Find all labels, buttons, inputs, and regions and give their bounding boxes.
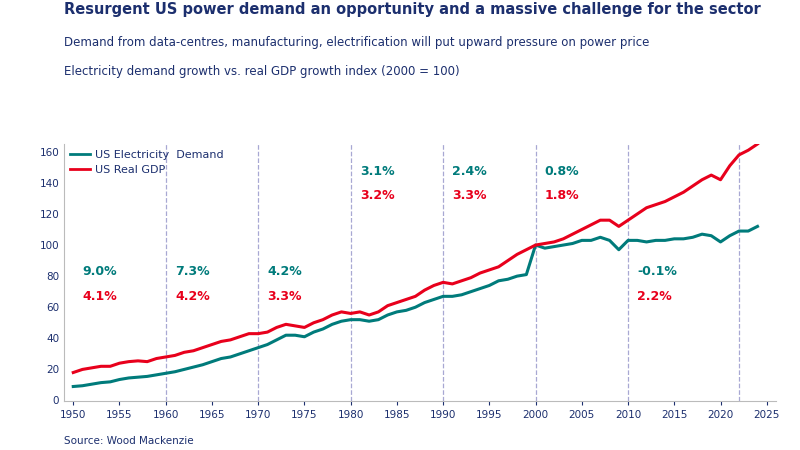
Text: 0.8%: 0.8% bbox=[545, 165, 579, 178]
Text: 3.3%: 3.3% bbox=[452, 189, 487, 202]
Text: Resurgent US power demand an opportunity and a massive challenge for the sector: Resurgent US power demand an opportunity… bbox=[64, 2, 761, 17]
Text: Demand from data-centres, manufacturing, electrification will put upward pressur: Demand from data-centres, manufacturing,… bbox=[64, 36, 650, 49]
Text: 2.4%: 2.4% bbox=[452, 165, 487, 178]
Legend: US Electricity  Demand, US Real GDP: US Electricity Demand, US Real GDP bbox=[70, 149, 224, 175]
Text: 3.3%: 3.3% bbox=[267, 289, 302, 302]
Text: Source: Wood Mackenzie: Source: Wood Mackenzie bbox=[64, 436, 194, 446]
Text: Electricity demand growth vs. real GDP growth index (2000 = 100): Electricity demand growth vs. real GDP g… bbox=[64, 65, 460, 78]
Text: 9.0%: 9.0% bbox=[82, 265, 117, 278]
Text: 4.1%: 4.1% bbox=[82, 289, 118, 302]
Text: 2.2%: 2.2% bbox=[638, 289, 672, 302]
Text: 3.1%: 3.1% bbox=[360, 165, 394, 178]
Text: 3.2%: 3.2% bbox=[360, 189, 394, 202]
Text: -0.1%: -0.1% bbox=[638, 265, 677, 278]
Text: 4.2%: 4.2% bbox=[267, 265, 302, 278]
Text: 4.2%: 4.2% bbox=[175, 289, 210, 302]
Text: 1.8%: 1.8% bbox=[545, 189, 579, 202]
Text: 7.3%: 7.3% bbox=[175, 265, 210, 278]
